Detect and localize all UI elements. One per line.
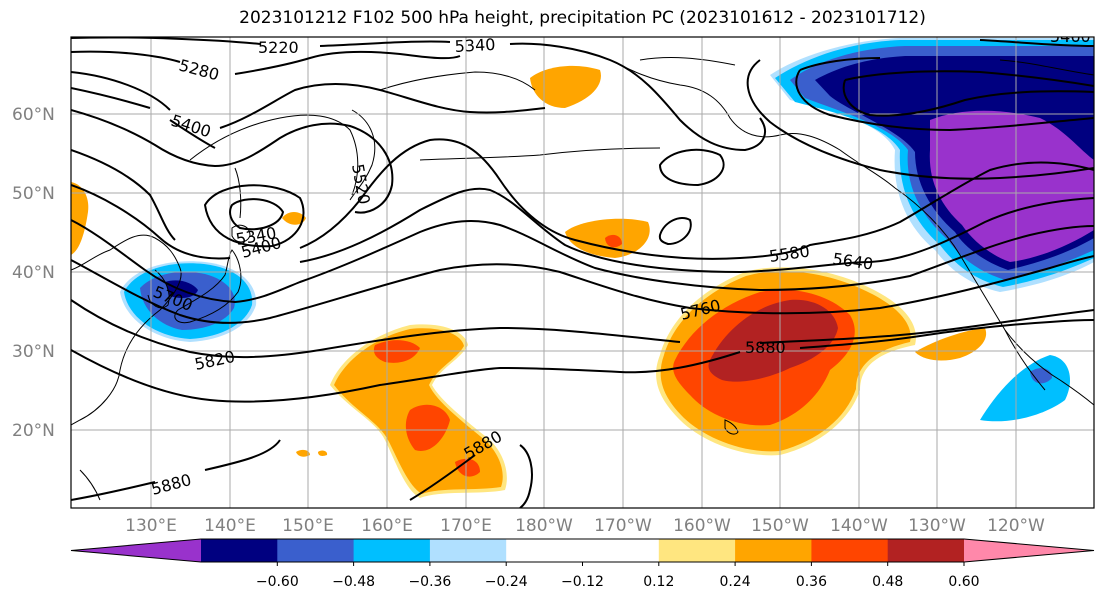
colorbar-segment — [277, 539, 355, 562]
coast-hokkaido — [231, 224, 251, 243]
lat-label: 40°N — [12, 263, 55, 283]
contour-ne-5340 — [842, 70, 1094, 117]
shade-ep-small-orange — [915, 328, 987, 361]
latitude-labels: 60°N 50°N 40°N 30°N 20°N — [12, 105, 55, 441]
colorbar-extend-low — [71, 539, 201, 562]
contour-label: 5340 — [454, 35, 496, 56]
map-title: 2023101212 F102 500 hPa height, precipit… — [239, 8, 926, 28]
contour-5520 — [71, 109, 394, 214]
colorbar-segment — [887, 539, 965, 562]
contour-ne-5460 — [746, 59, 1094, 180]
colorbar-tick-label: 0.48 — [872, 574, 903, 590]
lon-label: 180°W — [515, 516, 573, 536]
colorbar-segment — [811, 539, 889, 562]
shade-kam-orange — [282, 212, 306, 225]
lat-label: 50°N — [12, 184, 55, 204]
contour-5340 — [509, 42, 766, 152]
colorbar-tick-label: 0.60 — [948, 574, 979, 590]
contour-5880-main — [71, 319, 1094, 403]
shade-ep-darkred — [708, 299, 838, 382]
lon-label: 170°W — [594, 516, 652, 536]
lon-label: 160°W — [673, 516, 731, 536]
colorbar-tick-label: −0.24 — [485, 574, 528, 590]
shade-bering-orange — [530, 65, 601, 108]
contour-5700 — [71, 219, 1094, 304]
contour-5880-south — [71, 439, 281, 501]
lat-label: 60°N — [12, 105, 55, 125]
contour-5280 — [71, 50, 461, 75]
contour-label: 5460 — [1050, 27, 1091, 46]
colorbar-segment — [735, 539, 812, 562]
shade-na-purple — [929, 110, 1094, 262]
lon-label: 130°E — [125, 516, 177, 536]
coast-hawaii — [724, 419, 739, 435]
colorbar-segment — [506, 539, 583, 562]
colorbar-segment — [353, 539, 431, 562]
lat-label: 20°N — [12, 421, 55, 441]
colorbar-segment — [201, 539, 278, 562]
coast-okhotsk — [189, 114, 359, 196]
shade-wp-red-3 — [455, 458, 480, 477]
contour-low-inner — [229, 198, 285, 231]
contour-5460 — [71, 39, 1094, 149]
colorbar-tick-label: 0.12 — [643, 574, 674, 590]
shade-wp-small-2 — [318, 450, 328, 456]
contour-5820 — [71, 299, 1094, 359]
colorbar-tick-label: −0.48 — [332, 574, 375, 590]
colorbar-tick-label: −0.36 — [408, 574, 451, 590]
coast-baja — [1004, 329, 1046, 391]
colorbar-outline — [70, 538, 1095, 563]
colorbar-segment — [429, 539, 507, 562]
map-frame — [70, 36, 1095, 509]
colorbar-segment — [658, 539, 736, 562]
shade-mx-blue — [1030, 368, 1052, 384]
coast-japan — [174, 249, 242, 324]
shade-wp-small-1 — [296, 449, 310, 457]
coast-kamchatka — [349, 109, 376, 201]
coast-aleutians — [419, 147, 661, 161]
lon-label: 150°W — [751, 516, 809, 536]
shade-jp-blue — [140, 271, 235, 330]
contour-low-outer — [203, 184, 305, 248]
colorbar-segment — [582, 539, 660, 562]
contour-5400 — [71, 71, 546, 129]
coast-philippines — [79, 469, 101, 501]
coast-canada — [639, 57, 1094, 76]
precipitation-shading — [71, 38, 1094, 498]
lon-label: 150°E — [282, 516, 334, 536]
lon-label: 160°E — [361, 516, 413, 536]
colorbar-tick-label: 0.24 — [720, 574, 751, 590]
contour-5760 — [71, 255, 1094, 324]
coast-sakhalin — [234, 167, 242, 219]
colorbar-extend-high — [964, 539, 1094, 562]
contour-5880-sw — [409, 444, 533, 508]
contour-5640 — [71, 184, 1094, 274]
lon-label: 120°W — [987, 516, 1045, 536]
coast-chukotka — [379, 71, 536, 91]
gridlines — [71, 37, 1094, 508]
contour-north-loop — [658, 148, 725, 187]
contour-ne-5400 — [795, 57, 1094, 132]
contour-label: 5220 — [258, 38, 299, 57]
contour-label: 5880 — [745, 338, 786, 357]
shade-mid-red — [605, 234, 622, 248]
coast-alaska — [609, 59, 896, 189]
shade-wp-red-2 — [405, 404, 450, 451]
colorbar-tick-label: −0.60 — [256, 574, 299, 590]
longitude-labels: 130°E 140°E 150°E 160°E 170°E 180°W 170°… — [125, 516, 1045, 536]
contour-5580 — [71, 138, 1094, 260]
lon-label: 140°W — [830, 516, 888, 536]
lat-label: 30°N — [12, 342, 55, 362]
contour-mid-loop — [658, 216, 692, 246]
lon-label: 170°E — [440, 516, 492, 536]
shade-asia-orange — [71, 182, 89, 255]
height-contours — [71, 37, 1094, 508]
colorbar-tick-label: −0.12 — [561, 574, 604, 590]
colorbar-tick-label: 0.36 — [796, 574, 827, 590]
lon-label: 140°E — [204, 516, 256, 536]
colorbar: −0.60 −0.48 −0.36 −0.24 −0.12 0.12 0.24 0.36 0.4… — [70, 538, 1095, 590]
lon-label: 130°W — [908, 516, 966, 536]
